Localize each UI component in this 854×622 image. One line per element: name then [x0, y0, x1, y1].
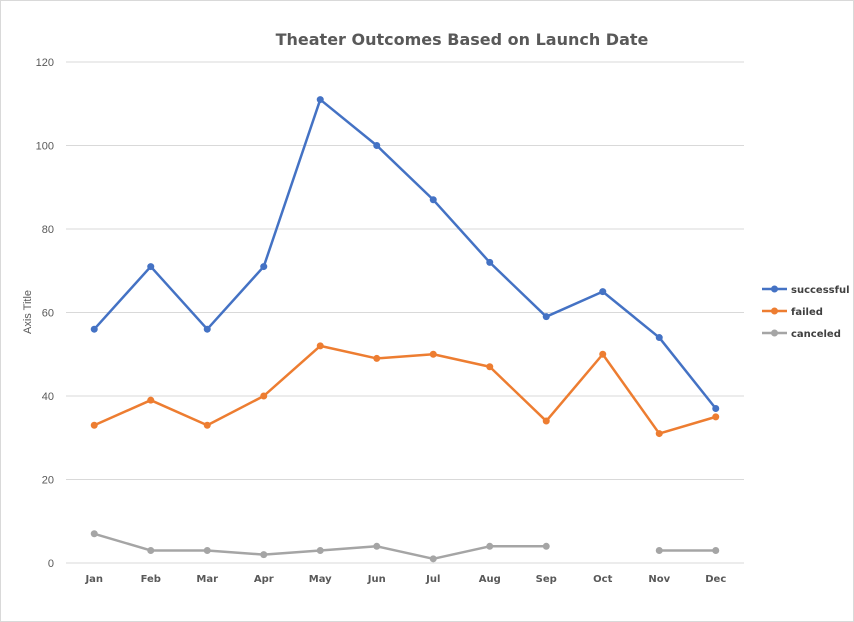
- legend-item-failed: failed: [762, 307, 823, 318]
- x-tick-labels: Jan Feb Mar Apr May Jun Jul Aug Sep Oct Nov Dec: [84, 574, 726, 585]
- data-point: [90, 325, 98, 333]
- y-axis-title: Axis Title: [22, 290, 34, 334]
- x-tick-label: Feb: [141, 574, 161, 585]
- data-point: [542, 313, 550, 321]
- y-tick-label: 20: [42, 475, 54, 487]
- data-point: [147, 546, 155, 554]
- data-point: [203, 546, 211, 554]
- chart-title: Theater Outcomes Based on Launch Date: [276, 30, 649, 49]
- data-point: [373, 142, 381, 149]
- series-group: [90, 96, 720, 563]
- legend-swatch-marker: [771, 307, 778, 315]
- x-tick-label: Jun: [367, 574, 386, 585]
- data-point: [655, 334, 663, 342]
- data-point: [712, 546, 720, 554]
- series-successful: [90, 96, 720, 413]
- legend-item-canceled: canceled: [762, 329, 841, 340]
- x-tick-label: Nov: [648, 574, 670, 585]
- series-line: [93, 344, 717, 435]
- data-point: [599, 350, 607, 358]
- legend-label: failed: [791, 307, 823, 318]
- data-point: [260, 392, 268, 400]
- x-tick-label: May: [309, 574, 332, 585]
- data-point: [90, 421, 98, 429]
- x-tick-label: Apr: [254, 574, 274, 585]
- data-point: [486, 542, 494, 550]
- y-tick-label: 0: [48, 558, 54, 570]
- x-tick-label: Jul: [425, 574, 440, 585]
- series-line: [93, 532, 548, 561]
- data-point: [712, 405, 720, 413]
- x-tick-label: Mar: [196, 574, 218, 585]
- data-point: [147, 396, 155, 404]
- data-point: [260, 551, 268, 559]
- y-tick-labels: 0 20 40 60 80 100 120: [36, 57, 54, 570]
- data-point: [486, 363, 494, 371]
- legend-item-successful: successful: [762, 285, 850, 296]
- gridlines: [66, 61, 744, 564]
- data-point: [316, 342, 324, 350]
- legend-label: successful: [791, 285, 850, 296]
- x-tick-label: Oct: [593, 574, 612, 585]
- legend-swatch-marker: [771, 285, 778, 293]
- data-point: [655, 430, 663, 438]
- legend-swatch-marker: [771, 329, 778, 337]
- y-tick-label: 80: [42, 224, 54, 236]
- series-failed: [90, 342, 720, 438]
- data-point: [429, 555, 437, 563]
- y-tick-label: 120: [36, 57, 54, 69]
- y-tick-label: 60: [42, 308, 54, 320]
- series-line: [93, 98, 717, 410]
- x-tick-label: Sep: [536, 574, 557, 585]
- y-tick-label: 100: [36, 141, 54, 153]
- x-tick-label: Aug: [479, 574, 501, 585]
- series-canceled: [90, 530, 720, 563]
- data-point: [373, 542, 381, 550]
- data-point: [599, 288, 607, 296]
- data-point: [429, 350, 437, 358]
- data-point: [203, 421, 211, 429]
- data-point: [712, 413, 720, 421]
- data-point: [429, 196, 437, 204]
- data-point: [203, 325, 211, 333]
- y-tick-label: 40: [42, 391, 54, 403]
- data-point: [316, 546, 324, 554]
- x-tick-label: Jan: [84, 574, 103, 585]
- data-point: [655, 546, 663, 554]
- x-tick-label: Dec: [705, 574, 726, 585]
- data-point: [316, 96, 324, 104]
- data-point: [373, 354, 381, 362]
- legend-label: canceled: [791, 329, 841, 340]
- data-point: [542, 417, 550, 425]
- data-point: [147, 263, 155, 271]
- data-point: [260, 263, 268, 271]
- data-point: [90, 530, 98, 538]
- legend: successful failed canceled: [762, 285, 850, 340]
- data-point: [542, 542, 550, 550]
- data-point: [486, 258, 494, 266]
